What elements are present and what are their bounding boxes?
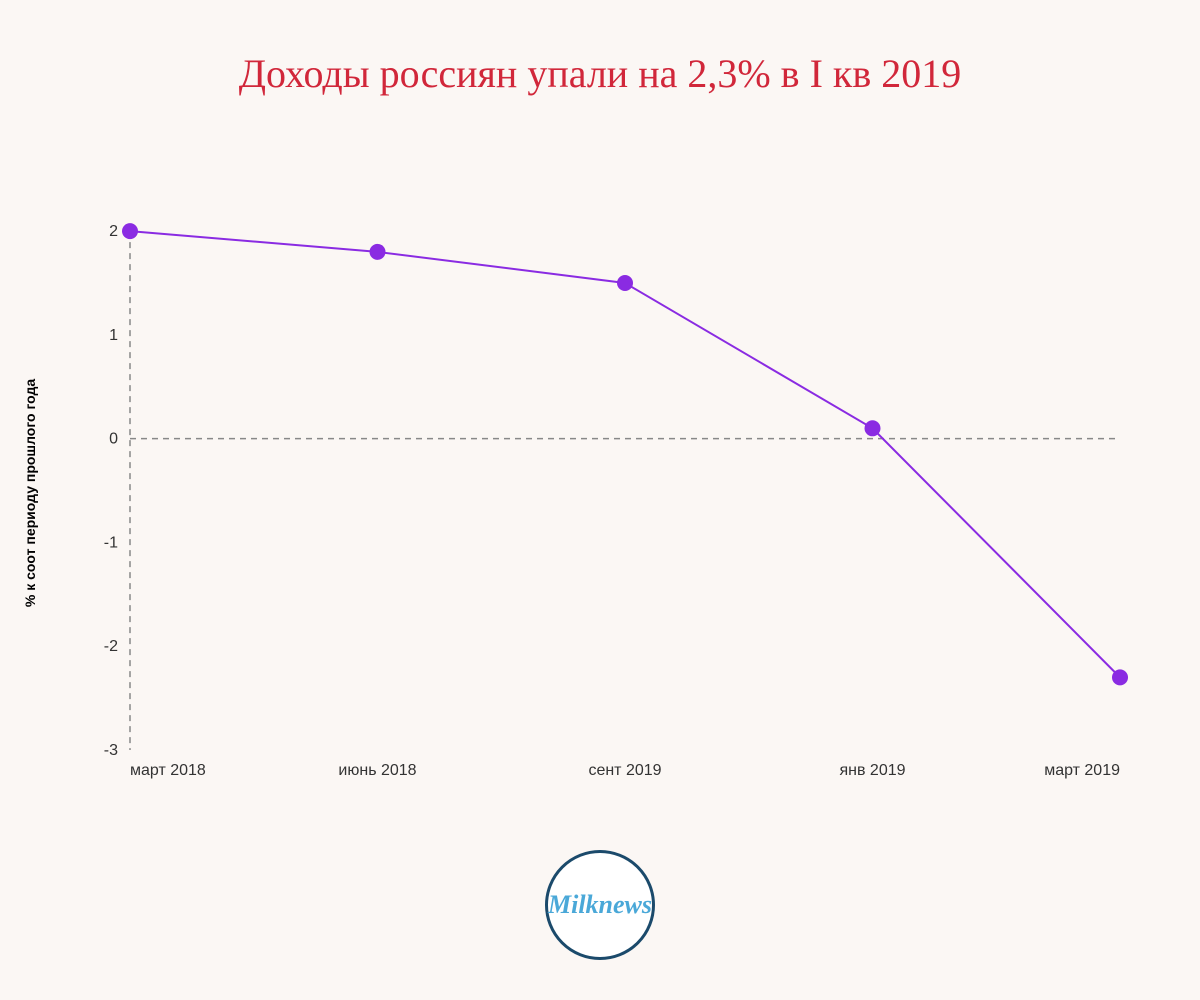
y-tick-label: -2	[104, 638, 118, 655]
data-point	[370, 244, 386, 260]
logo-badge: Milknews	[545, 850, 655, 960]
data-point	[1112, 669, 1128, 685]
y-tick-label: -1	[104, 534, 118, 551]
y-tick-label: -3	[104, 742, 118, 759]
data-line	[130, 231, 1120, 677]
data-point	[617, 275, 633, 291]
line-chart-svg: -3 -2 -1 0 1 2 март 2018 июнь 2018 сент 2019 янв …	[60, 160, 1140, 810]
x-tick-label: июнь 2018	[338, 762, 416, 779]
data-point	[122, 223, 138, 239]
x-tick-label: янв 2019	[839, 762, 905, 779]
chart-area: % к соот периоду прошлого года -3-2-1012…	[60, 160, 1140, 810]
x-tick-label: март 2019	[1044, 762, 1120, 779]
y-tick-label: 0	[109, 431, 118, 448]
data-point	[865, 420, 881, 436]
y-tick-label: 2	[109, 223, 118, 240]
chart-title: Доходы россиян упали на 2,3% в I кв 2019	[0, 50, 1200, 97]
x-tick-label: март 2018	[130, 762, 206, 779]
y-tick-label: 1	[109, 327, 118, 344]
x-tick-label: сент 2019	[588, 762, 661, 779]
logo-text: Milknews	[548, 890, 652, 920]
y-axis-label: % к соот периоду прошлого года	[22, 379, 38, 607]
